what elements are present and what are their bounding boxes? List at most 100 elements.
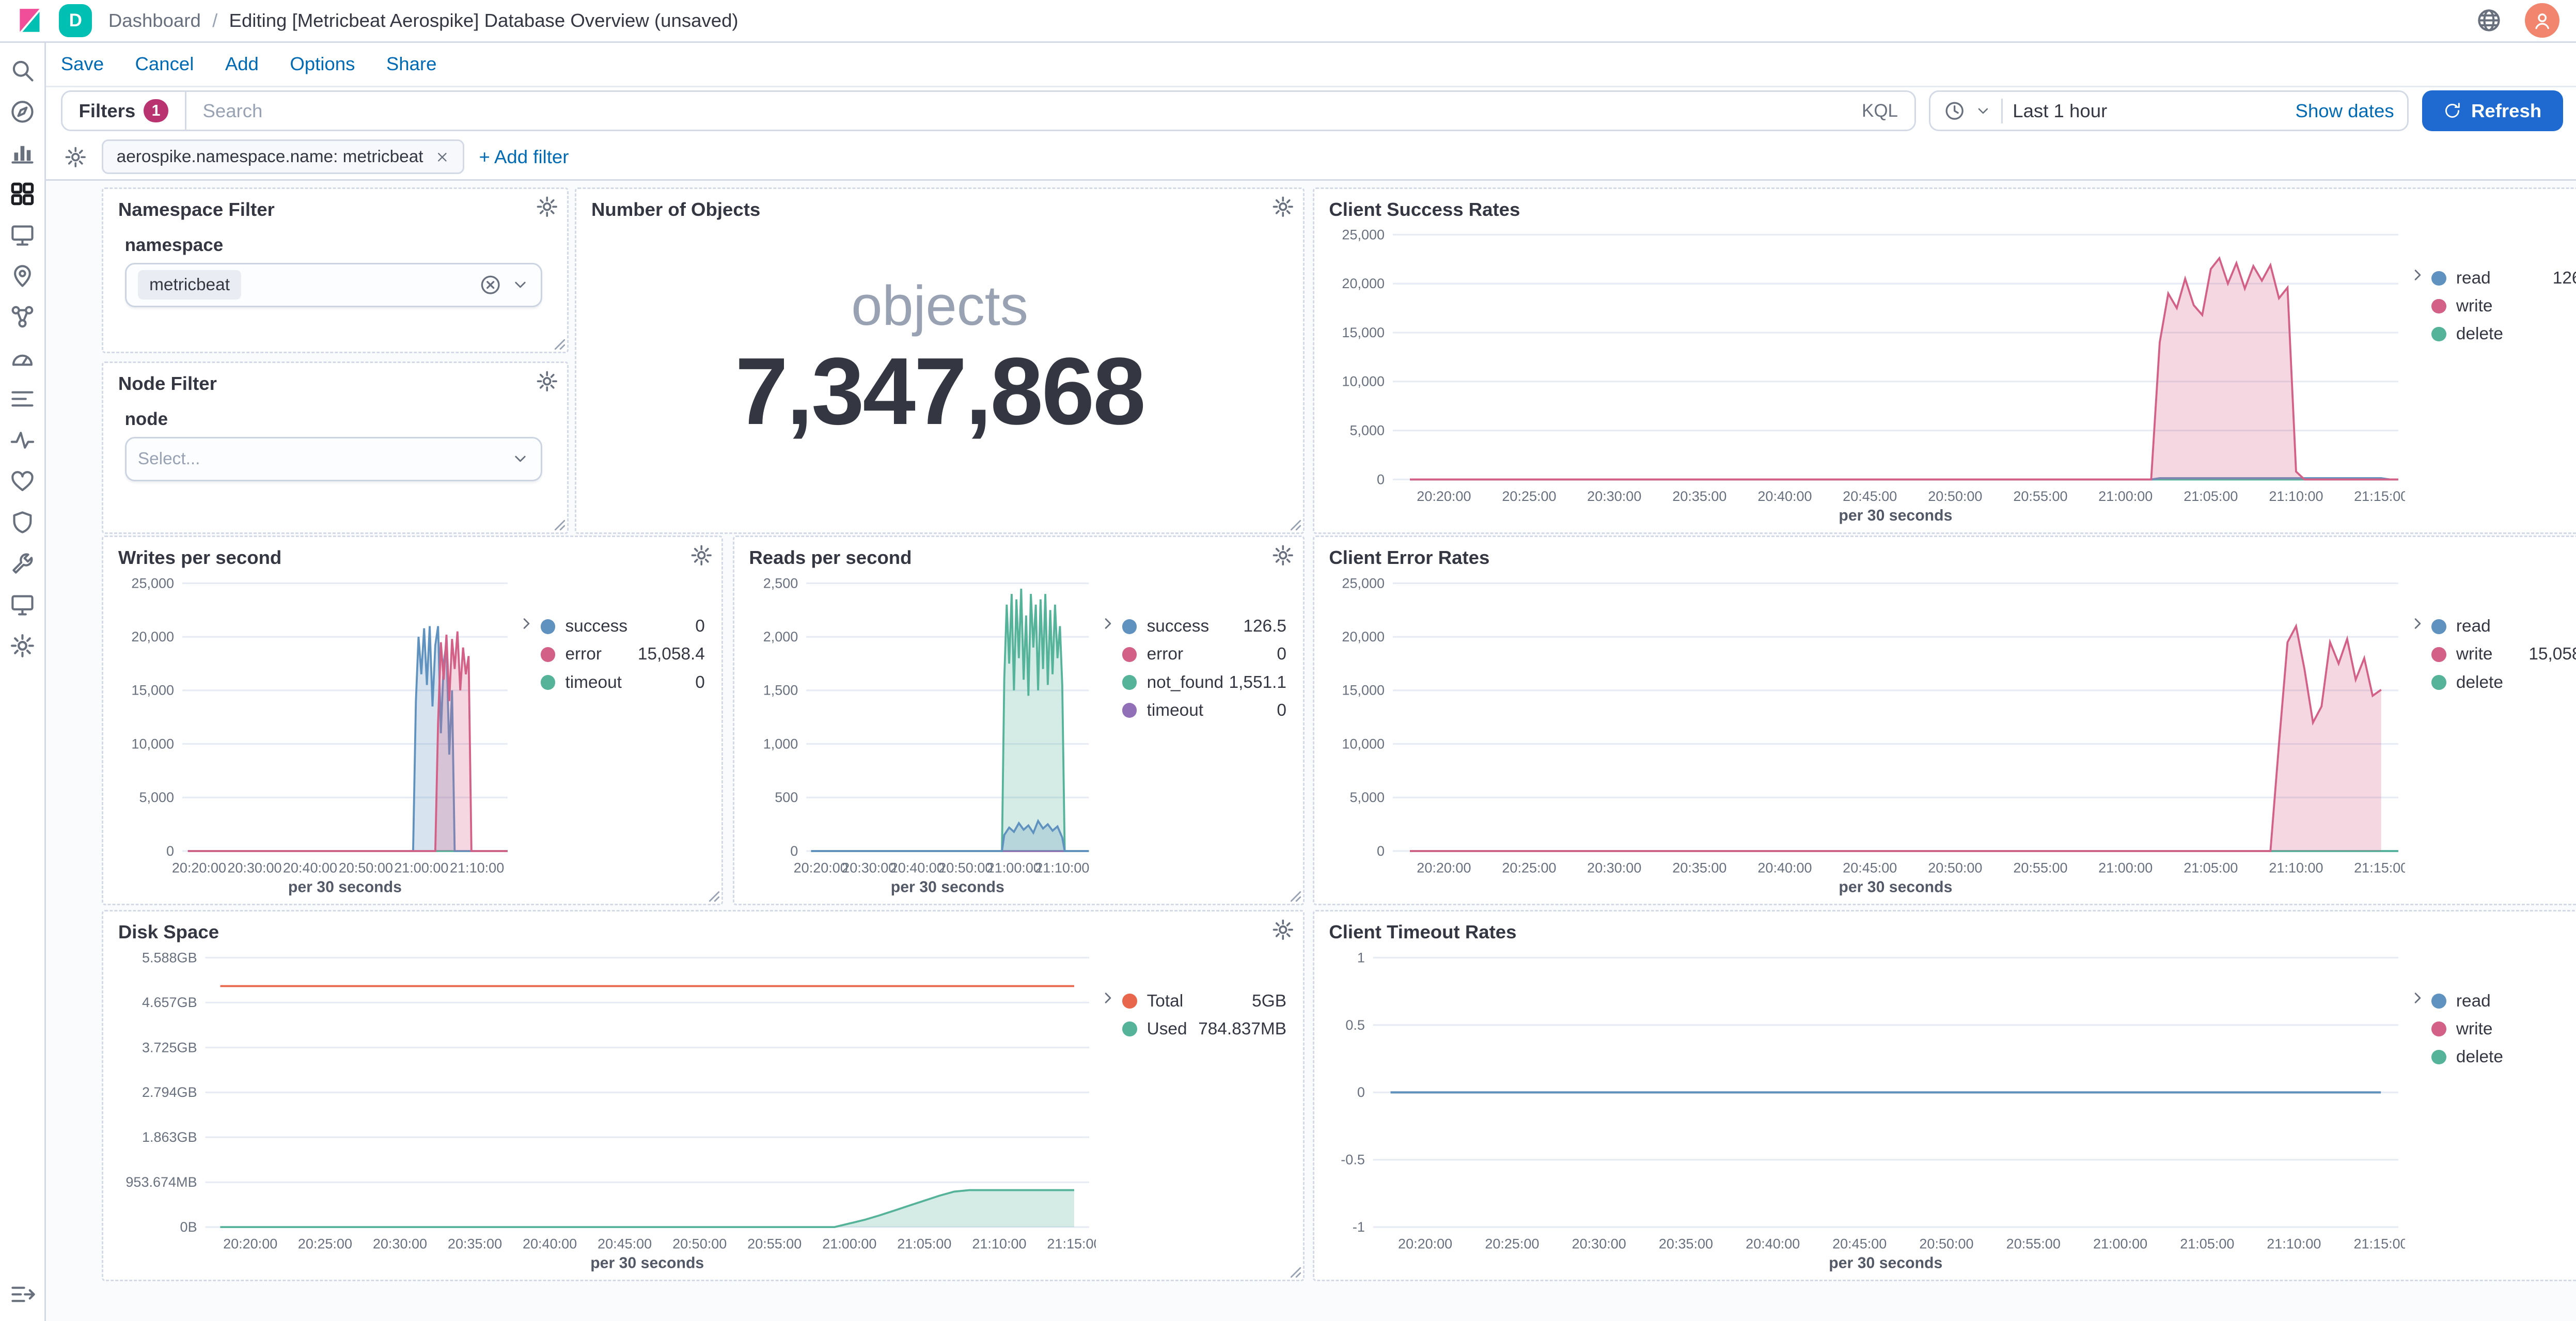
dev-tools-icon[interactable] bbox=[9, 551, 36, 577]
filter-pill[interactable]: aerospike.namespace.name: metricbeat bbox=[102, 139, 464, 175]
apm-icon[interactable] bbox=[9, 427, 36, 453]
svg-text:20:55:00: 20:55:00 bbox=[2006, 1236, 2061, 1251]
legend-series-dot bbox=[2431, 994, 2446, 1009]
menu-bar: Save Cancel Add Options Share bbox=[46, 42, 2576, 87]
clock-icon[interactable] bbox=[1944, 100, 1965, 121]
maps-icon[interactable] bbox=[9, 263, 36, 289]
panel-options-gear-icon[interactable] bbox=[1271, 195, 1295, 218]
show-dates-link[interactable]: Show dates bbox=[2295, 100, 2394, 121]
legend-item-read[interactable]: read 126.5 bbox=[2431, 264, 2576, 292]
legend-item-error[interactable]: error 0 bbox=[1122, 640, 1286, 668]
dashboard-icon[interactable] bbox=[9, 181, 36, 207]
menu-share-button[interactable]: Share bbox=[386, 53, 437, 75]
chevron-down-icon[interactable] bbox=[511, 276, 529, 294]
legend-series-dot bbox=[1122, 647, 1137, 662]
uptime-icon[interactable] bbox=[9, 468, 36, 494]
panel-reads-per-second: Reads per second 0 500 1,000 1,500 2,000 2,50… bbox=[732, 536, 1305, 905]
metrics-icon[interactable] bbox=[9, 345, 36, 371]
logs-icon[interactable] bbox=[9, 386, 36, 412]
space-avatar[interactable]: D bbox=[59, 4, 92, 37]
panel-resize-handle[interactable] bbox=[1283, 884, 1301, 902]
legend-item-write[interactable]: write0 bbox=[2431, 292, 2576, 320]
legend-toggle-icon[interactable] bbox=[517, 615, 536, 633]
search-input[interactable] bbox=[186, 91, 1846, 130]
legend-series-dot bbox=[1122, 619, 1137, 634]
legend-item-delete[interactable]: delete0 bbox=[2431, 668, 2576, 696]
visualize-icon[interactable] bbox=[9, 139, 36, 166]
legend-item-success[interactable]: success 0 bbox=[540, 612, 705, 640]
legend-item-error[interactable]: error 15,058.4 bbox=[540, 640, 705, 668]
panel-options-gear-icon[interactable] bbox=[690, 544, 713, 567]
user-avatar[interactable] bbox=[2525, 3, 2560, 38]
expand-menu-icon[interactable] bbox=[9, 1281, 36, 1308]
legend-item-timeout[interactable]: timeout 0 bbox=[540, 668, 705, 696]
chevron-down-icon[interactable] bbox=[511, 450, 529, 468]
siem-icon[interactable] bbox=[9, 509, 36, 536]
legend-item-write[interactable]: write0 bbox=[2431, 1015, 2576, 1043]
filters-button[interactable]: Filters 1 bbox=[62, 91, 186, 130]
legend-item-success[interactable]: success 126.5 bbox=[1122, 612, 1286, 640]
chart-plot[interactable]: 0B 953.674MB 1.863GB 2.794GB 3.725GB 4.657GB 5… bbox=[110, 945, 1101, 1273]
chart-plot[interactable]: 0 5,000 10,000 15,000 20,000 25,000 20:20:00 20… bbox=[110, 570, 514, 897]
menu-cancel-button[interactable]: Cancel bbox=[135, 53, 194, 75]
legend-item-write[interactable]: write 15,058.4 bbox=[2431, 640, 2576, 668]
svg-text:1: 1 bbox=[1357, 950, 1365, 965]
filter-bar: aerospike.namespace.name: metricbeat + A… bbox=[46, 134, 2576, 181]
chart-plot[interactable]: 0 5,000 10,000 15,000 20,000 25,000 20:20:00 20… bbox=[1321, 570, 2409, 897]
legend-item-Used[interactable]: Used 784.837MB bbox=[1122, 1015, 1286, 1043]
legend-toggle-icon[interactable] bbox=[2409, 989, 2427, 1007]
panel-options-gear-icon[interactable] bbox=[1271, 544, 1295, 567]
menu-options-button[interactable]: Options bbox=[290, 53, 355, 75]
clear-selection-icon[interactable] bbox=[480, 274, 501, 295]
legend-item-read[interactable]: read0 bbox=[2431, 987, 2576, 1015]
node-select[interactable]: Select... bbox=[124, 436, 542, 481]
panel-resize-handle[interactable] bbox=[547, 513, 566, 531]
svg-text:25,000: 25,000 bbox=[1342, 575, 1385, 591]
svg-text:20:30:00: 20:30:00 bbox=[1588, 489, 1642, 504]
time-range-value[interactable]: Last 1 hour bbox=[2013, 100, 2108, 121]
search-icon[interactable] bbox=[9, 57, 36, 84]
refresh-button[interactable]: Refresh bbox=[2422, 90, 2563, 132]
panel-resize-handle[interactable] bbox=[547, 332, 566, 350]
legend-toggle-icon[interactable] bbox=[1099, 615, 1117, 633]
panel-resize-handle[interactable] bbox=[1283, 1260, 1301, 1278]
legend-toggle-icon[interactable] bbox=[2409, 615, 2427, 633]
panel-resize-handle[interactable] bbox=[1283, 513, 1301, 531]
panel-options-gear-icon[interactable] bbox=[536, 195, 559, 218]
legend-toggle-icon[interactable] bbox=[2409, 266, 2427, 284]
legend-item-not_found[interactable]: not_found 1,551.1 bbox=[1122, 668, 1286, 696]
menu-save-button[interactable]: Save bbox=[60, 53, 104, 75]
panel-options-gear-icon[interactable] bbox=[536, 370, 559, 393]
management-icon[interactable] bbox=[9, 633, 36, 659]
chevron-down-icon[interactable] bbox=[1975, 103, 1991, 119]
panel-options-gear-icon[interactable] bbox=[1271, 918, 1295, 941]
filter-options-gear-icon[interactable] bbox=[64, 146, 87, 169]
legend-item-Total[interactable]: Total 5GB bbox=[1122, 987, 1286, 1015]
chart-plot[interactable]: -1 -0.5 0 0.5 1 20:20:00 20:25:00 20:30:00 20:35… bbox=[1321, 945, 2408, 1273]
kql-button[interactable]: KQL bbox=[1862, 100, 1898, 121]
namespace-selected-badge[interactable]: metricbeat bbox=[137, 270, 242, 300]
legend-item-delete[interactable]: delete0 bbox=[2431, 1043, 2576, 1071]
legend-item-read[interactable]: read0 bbox=[2431, 612, 2576, 640]
chart-plot[interactable]: 0 500 1,000 1,500 2,000 2,500 20:20:00 20:30:00… bbox=[741, 570, 1095, 897]
chart-legend: read 126.5 write0delete0 bbox=[2405, 222, 2576, 526]
add-filter-link[interactable]: + Add filter bbox=[479, 146, 569, 167]
globe-icon[interactable] bbox=[2476, 7, 2502, 34]
namespace-combobox[interactable]: metricbeat bbox=[124, 262, 542, 307]
legend-item-timeout[interactable]: timeout 0 bbox=[1122, 697, 1286, 725]
machine-learning-icon[interactable] bbox=[9, 304, 36, 330]
legend-item-delete[interactable]: delete0 bbox=[2431, 320, 2576, 348]
chart-plot[interactable]: 0 5,000 10,000 15,000 20,000 25,000 20:20:00 20… bbox=[1321, 222, 2409, 526]
legend-series-dot bbox=[1122, 994, 1137, 1009]
panel-number-of-objects: Number of Objects objects 7,347,868 bbox=[575, 187, 1305, 534]
legend-toggle-icon[interactable] bbox=[1099, 989, 1117, 1007]
remove-filter-icon[interactable] bbox=[435, 150, 450, 165]
breadcrumb-dashboard-link[interactable]: Dashboard bbox=[108, 9, 201, 31]
menu-add-button[interactable]: Add bbox=[225, 53, 259, 75]
panel-resize-handle[interactable] bbox=[702, 884, 720, 902]
canvas-icon[interactable] bbox=[9, 222, 36, 248]
stack-monitoring-icon[interactable] bbox=[9, 591, 36, 618]
legend-series-value: 0 bbox=[1277, 700, 1286, 720]
discover-icon[interactable] bbox=[9, 99, 36, 125]
svg-text:20:35:00: 20:35:00 bbox=[1659, 1236, 1713, 1251]
